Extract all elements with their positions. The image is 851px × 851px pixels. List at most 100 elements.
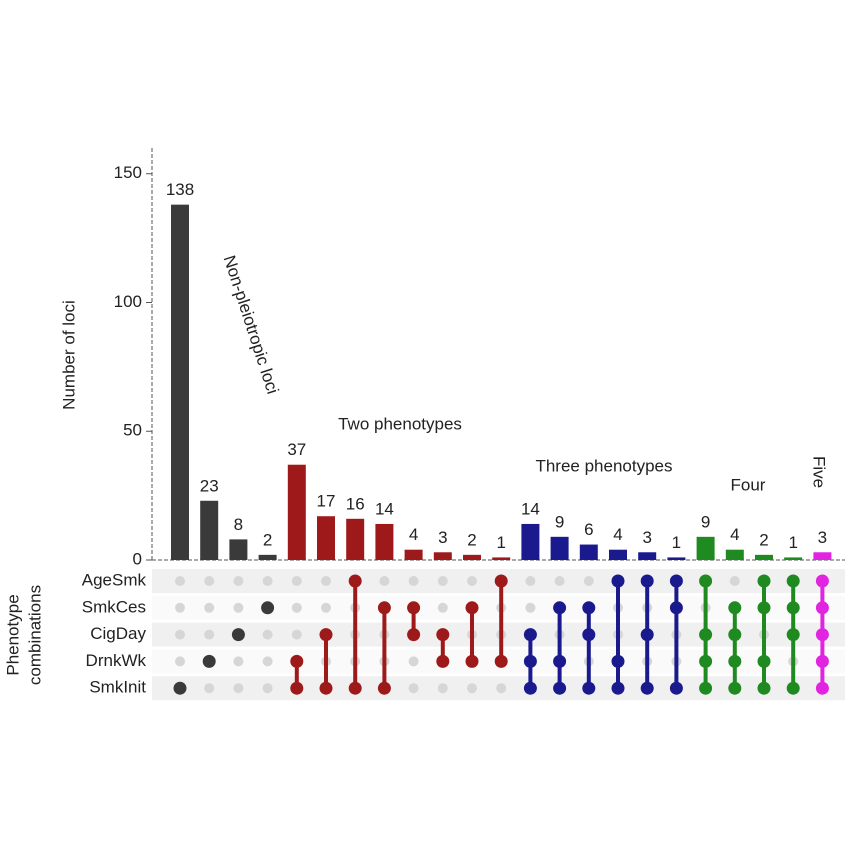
value-label: 4 bbox=[409, 525, 418, 544]
value-label: 14 bbox=[521, 499, 540, 518]
bar bbox=[784, 557, 803, 560]
value-label: 1 bbox=[788, 533, 797, 552]
value-label: 16 bbox=[346, 494, 365, 513]
value-label: 23 bbox=[200, 476, 219, 495]
set-dot bbox=[465, 654, 479, 668]
set-dot bbox=[553, 654, 567, 668]
set-dot bbox=[436, 628, 450, 642]
bar bbox=[609, 549, 627, 560]
empty-dot bbox=[233, 602, 244, 613]
set-dot bbox=[815, 574, 829, 588]
empty-dot bbox=[175, 629, 185, 640]
empty-dot bbox=[175, 576, 185, 586]
empty-dot bbox=[554, 576, 565, 586]
bar bbox=[200, 500, 219, 560]
set-dot bbox=[611, 654, 625, 668]
value-label: 14 bbox=[375, 499, 394, 518]
set-label: SmkInit bbox=[89, 678, 146, 697]
y-tick-label: 50 bbox=[123, 421, 142, 440]
set-dot bbox=[669, 574, 683, 588]
set-dot bbox=[757, 601, 771, 615]
set-dot bbox=[173, 681, 187, 695]
empty-dot bbox=[291, 602, 302, 613]
matrix-title: Phenotype bbox=[3, 594, 22, 675]
bar bbox=[638, 552, 657, 560]
set-dot bbox=[582, 601, 596, 615]
bar bbox=[667, 557, 686, 560]
set-dot bbox=[728, 681, 742, 695]
empty-dot bbox=[204, 683, 215, 694]
bar bbox=[287, 464, 306, 560]
empty-dot bbox=[233, 683, 244, 694]
value-label: 4 bbox=[730, 525, 739, 544]
bar bbox=[755, 554, 773, 560]
set-dot bbox=[699, 574, 713, 588]
set-dot bbox=[728, 654, 742, 668]
bar bbox=[521, 523, 540, 560]
value-label: 9 bbox=[701, 512, 710, 531]
empty-dot bbox=[204, 629, 215, 640]
set-dot bbox=[553, 681, 567, 695]
set-dot bbox=[815, 681, 829, 695]
empty-dot bbox=[321, 576, 331, 586]
empty-dot bbox=[379, 576, 390, 586]
set-dot bbox=[553, 601, 567, 615]
empty-dot bbox=[262, 656, 273, 667]
set-dot bbox=[669, 681, 683, 695]
empty-dot bbox=[204, 602, 215, 613]
value-label: 2 bbox=[759, 530, 768, 549]
bar bbox=[433, 552, 452, 560]
group-annotation: Two phenotypes bbox=[338, 414, 462, 433]
set-dot bbox=[786, 628, 800, 642]
value-label: 138 bbox=[166, 180, 194, 199]
empty-dot bbox=[467, 683, 477, 694]
set-dot bbox=[523, 654, 537, 668]
set-dot bbox=[815, 628, 829, 642]
empty-dot bbox=[262, 576, 273, 586]
set-dot bbox=[523, 681, 537, 695]
empty-dot bbox=[408, 576, 419, 586]
bar bbox=[696, 536, 715, 560]
empty-dot bbox=[175, 656, 185, 667]
set-dot bbox=[611, 681, 625, 695]
value-label: 1 bbox=[672, 533, 681, 552]
set-dot bbox=[757, 654, 771, 668]
bar bbox=[725, 549, 744, 560]
set-dot bbox=[640, 681, 654, 695]
set-dot bbox=[582, 681, 596, 695]
empty-dot bbox=[729, 576, 740, 586]
bar bbox=[258, 554, 277, 560]
empty-dot bbox=[204, 576, 215, 586]
matrix-title: combinations bbox=[25, 585, 44, 685]
set-label: DrnkWk bbox=[86, 651, 147, 670]
set-dot bbox=[290, 654, 304, 668]
set-dot bbox=[640, 628, 654, 642]
value-label: 3 bbox=[438, 528, 447, 547]
set-dot bbox=[407, 601, 421, 615]
set-dot bbox=[407, 628, 421, 642]
empty-dot bbox=[496, 683, 507, 694]
empty-dot bbox=[408, 656, 419, 667]
bar bbox=[229, 539, 248, 560]
set-dot bbox=[465, 601, 479, 615]
set-dot bbox=[348, 574, 362, 588]
empty-dot bbox=[262, 629, 273, 640]
set-dot bbox=[757, 574, 771, 588]
set-label: SmkCes bbox=[82, 597, 146, 616]
set-dot bbox=[523, 628, 537, 642]
value-label: 37 bbox=[287, 440, 306, 459]
value-label: 17 bbox=[317, 492, 336, 511]
group-annotation: Non-pleiotropic loci bbox=[220, 253, 283, 396]
empty-dot bbox=[437, 683, 448, 694]
value-label: 6 bbox=[584, 520, 593, 539]
set-dot bbox=[290, 681, 304, 695]
empty-dot bbox=[437, 602, 448, 613]
set-dot bbox=[436, 654, 450, 668]
set-dot bbox=[786, 681, 800, 695]
value-label: 3 bbox=[642, 528, 651, 547]
group-annotation: Five bbox=[810, 456, 829, 488]
empty-dot bbox=[437, 576, 448, 586]
value-label: 2 bbox=[263, 530, 272, 549]
set-dot bbox=[815, 654, 829, 668]
